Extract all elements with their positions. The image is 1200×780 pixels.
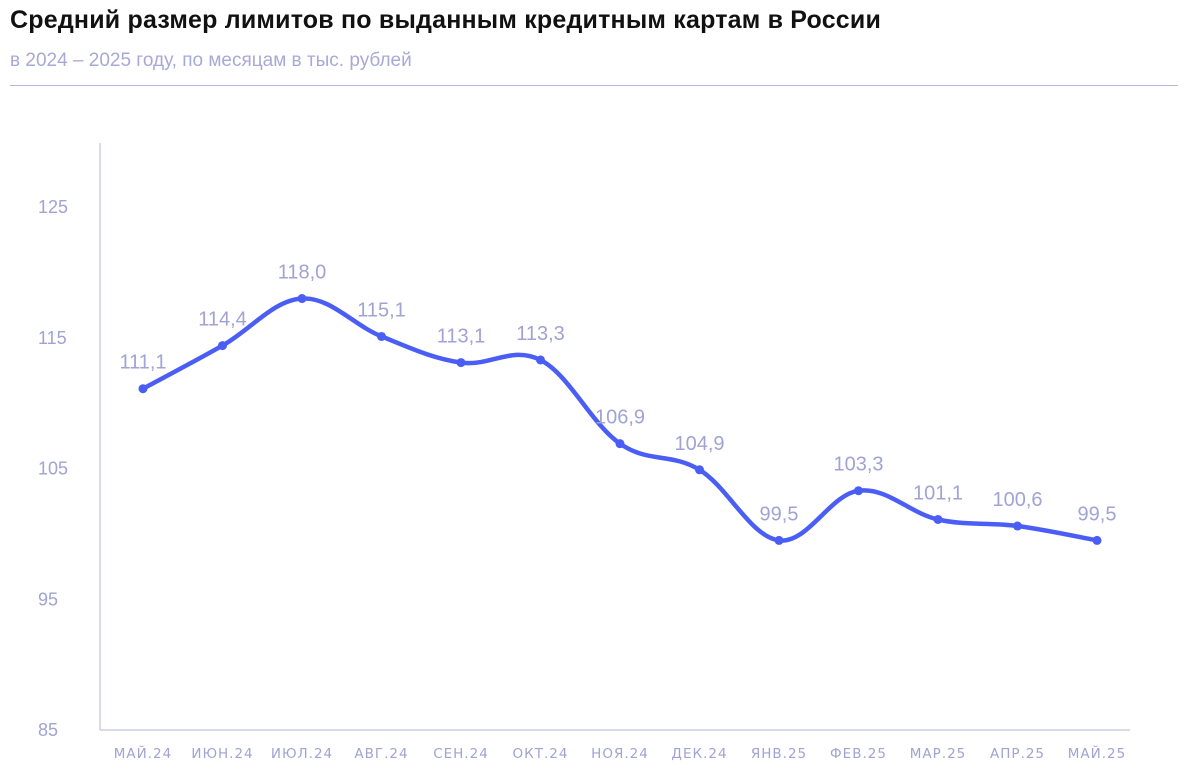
x-tick-label: ИЮЛ.24 xyxy=(271,746,333,762)
data-label: 113,3 xyxy=(516,323,565,345)
data-point xyxy=(138,384,148,394)
x-tick-label: ОКТ.24 xyxy=(513,746,569,762)
y-tick-label: 125 xyxy=(38,197,68,217)
x-tick-label: МАЙ.24 xyxy=(114,744,172,762)
x-tick-label: АПР.25 xyxy=(990,746,1045,762)
y-tick-label: 95 xyxy=(38,589,58,609)
x-tick-label: ИЮН.24 xyxy=(191,746,253,762)
data-point xyxy=(1092,535,1102,545)
data-point xyxy=(218,341,227,351)
data-label: 118,0 xyxy=(278,262,327,284)
x-tick-label: ЯНВ.25 xyxy=(751,746,807,762)
y-tick-label: 105 xyxy=(38,459,68,479)
x-tick-label: ДЕК.24 xyxy=(671,746,727,762)
data-label: 106,9 xyxy=(595,407,645,429)
x-axis-ticks: МАЙ.24 ИЮН.24 ИЮЛ.24 АВГ.24 СЕН.24 ОКТ.24 НОЯ.… xyxy=(114,744,1126,762)
x-tick-label: НОЯ.24 xyxy=(591,746,649,762)
data-point xyxy=(695,465,704,475)
data-label: 100,6 xyxy=(992,489,1042,511)
data-label: 101,1 xyxy=(913,482,963,504)
points-group xyxy=(138,294,1102,545)
chart-axes xyxy=(99,143,1130,731)
x-tick-label: ФЕВ.25 xyxy=(830,746,887,762)
data-label: 99,5 xyxy=(1078,503,1117,525)
data-point xyxy=(615,439,625,449)
x-tick-label: МАЙ.25 xyxy=(1068,744,1126,762)
data-point xyxy=(456,358,466,368)
data-point xyxy=(1013,521,1022,531)
data-label: 111,1 xyxy=(119,352,166,374)
data-point xyxy=(774,535,784,545)
chart-subtitle: в 2024 – 2025 году, по месяцам в тыс. ру… xyxy=(10,50,412,71)
data-label: 113,1 xyxy=(437,326,486,348)
data-label: 103,3 xyxy=(833,454,883,476)
y-axis-ticks: 85 95 105 115 125 xyxy=(38,197,68,740)
data-point xyxy=(854,486,863,496)
y-tick-label: 85 xyxy=(38,720,58,740)
x-tick-label: СЕН.24 xyxy=(433,746,489,762)
data-point xyxy=(536,355,545,365)
data-label: 99,5 xyxy=(760,503,799,525)
data-label: 115,1 xyxy=(357,299,406,321)
chart-title: Средний размер лимитов по выданным креди… xyxy=(10,6,882,34)
x-tick-label: МАР.25 xyxy=(910,746,967,762)
data-label: 104,9 xyxy=(674,433,724,455)
data-point xyxy=(377,331,386,341)
header-divider xyxy=(10,85,1178,86)
data-label: 114,4 xyxy=(198,309,247,331)
x-tick-label: АВГ.24 xyxy=(354,746,408,762)
data-point xyxy=(933,514,943,524)
y-tick-label: 115 xyxy=(38,328,67,348)
data-point xyxy=(297,294,307,304)
data-labels-group: 111,1 114,4 118,0 115,1 113,1 113,3 106,9 104,9… xyxy=(119,262,1116,526)
